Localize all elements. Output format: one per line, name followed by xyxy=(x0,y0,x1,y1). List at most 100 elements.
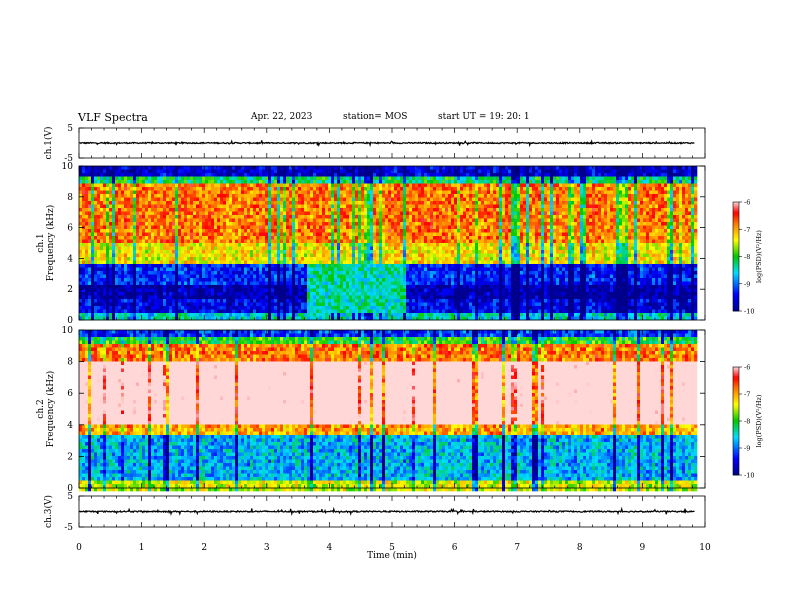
spectrogram-cell xyxy=(100,173,104,177)
spectrogram-cell xyxy=(316,281,320,286)
spectrogram-cell xyxy=(220,313,224,317)
spectrogram-cell xyxy=(247,274,251,279)
spectrogram-cell xyxy=(271,236,275,240)
spectrogram-cell xyxy=(232,267,236,272)
spectrogram-cell xyxy=(235,267,239,272)
spectrogram-cell xyxy=(205,257,209,261)
spectrogram-cell xyxy=(334,166,338,170)
spectrogram-cell xyxy=(181,204,185,209)
spectrogram-cell xyxy=(94,288,98,293)
spectrogram-cell xyxy=(310,197,314,202)
spectrogram-cell xyxy=(298,309,302,314)
spectrogram-cell xyxy=(400,281,404,286)
spectrogram-cell xyxy=(409,211,413,216)
spectrogram-cell xyxy=(391,236,395,240)
spectrogram-cell xyxy=(115,313,119,317)
spectrogram-cell xyxy=(340,218,344,223)
spectrogram-cell xyxy=(163,271,167,275)
spectrogram-cell xyxy=(403,229,407,233)
spectrogram-cell xyxy=(358,225,362,230)
spectrogram-cell xyxy=(328,288,332,293)
spectrogram-cell xyxy=(157,194,161,198)
spectrogram-cell xyxy=(136,222,140,226)
spectrogram-cell xyxy=(403,183,407,188)
spectrogram-cell xyxy=(79,274,83,279)
spectrogram-cell xyxy=(169,187,173,191)
spectrogram-cell xyxy=(217,288,221,293)
spectrogram-cell xyxy=(187,253,191,258)
spectrogram-cell xyxy=(328,278,332,282)
spectrogram-cell xyxy=(319,243,323,247)
spectrogram-cell xyxy=(322,306,326,310)
spectrogram-cell xyxy=(388,264,392,268)
spectrogram-cell xyxy=(316,197,320,202)
spectrogram-cell xyxy=(82,295,86,300)
spectrogram-cell xyxy=(154,208,158,212)
spectrogram-cell xyxy=(247,302,251,307)
spectrogram-cell xyxy=(190,190,194,195)
spectrogram-cell xyxy=(325,278,329,282)
spectrogram-cell xyxy=(253,267,257,272)
spectrogram-cell xyxy=(94,260,98,265)
spectrogram-cell xyxy=(349,169,353,174)
spectrogram-cell xyxy=(142,313,146,317)
spectrogram-cell xyxy=(325,222,329,226)
spectrogram-cell xyxy=(310,211,314,216)
spectrogram-cell xyxy=(82,201,86,205)
spectrogram-cell xyxy=(325,229,329,233)
spectrogram-cell xyxy=(286,236,290,240)
spectrogram-cell xyxy=(115,250,119,254)
spectrogram-cell xyxy=(178,187,182,191)
spectrogram-cell xyxy=(409,292,413,296)
spectrogram-cell xyxy=(247,236,251,240)
spectrogram-cell xyxy=(328,267,332,272)
spectrogram-cell xyxy=(289,236,293,240)
spectrogram-cell xyxy=(79,176,83,181)
spectrogram-cell xyxy=(193,250,197,254)
spectrogram-cell xyxy=(109,187,113,191)
spectrogram-cell xyxy=(196,183,200,188)
spectrogram-cell xyxy=(343,204,347,209)
spectrogram-cell xyxy=(172,218,176,223)
spectrogram-cell xyxy=(409,246,413,251)
spectrogram-cell xyxy=(109,183,113,188)
spectrogram-cell xyxy=(112,183,116,188)
spectrogram-cell xyxy=(166,281,170,286)
spectrogram-cell xyxy=(202,243,206,247)
spectrogram-cell xyxy=(133,267,137,272)
spectrogram-cell xyxy=(112,250,116,254)
spectrogram-cell xyxy=(298,176,302,181)
spectrogram-cell xyxy=(367,222,371,226)
spectrogram-cell xyxy=(160,211,164,216)
spectrogram-cell xyxy=(166,313,170,317)
spectrogram-cell xyxy=(205,299,209,303)
spectrogram-cell xyxy=(373,285,377,289)
spectrogram-cell xyxy=(85,232,89,237)
spectrogram-cell xyxy=(310,169,314,174)
spectrogram-cell xyxy=(277,278,281,282)
spectrogram-cell xyxy=(184,260,188,265)
spectrogram-cell xyxy=(340,204,344,209)
spectrogram-cell xyxy=(247,229,251,233)
spectrogram-cell xyxy=(136,187,140,191)
spectrogram-cell xyxy=(283,292,287,296)
spectrogram-cell xyxy=(85,180,89,184)
spectrogram-cell xyxy=(103,243,107,247)
spectrogram-cell xyxy=(385,176,389,181)
spectrogram-cell xyxy=(241,229,245,233)
spectrogram-cell xyxy=(403,194,407,198)
spectrogram-cell xyxy=(94,232,98,237)
spectrogram-cell xyxy=(343,173,347,177)
spectrogram-cell xyxy=(364,278,368,282)
spectrogram-cell xyxy=(334,215,338,219)
spectrogram-cell xyxy=(139,271,143,275)
spectrogram-cell xyxy=(109,257,113,261)
spectrogram-cell xyxy=(277,204,281,209)
spectrogram-cell xyxy=(187,309,191,314)
spectrogram-cell xyxy=(397,316,401,321)
spectrogram-cell xyxy=(157,281,161,286)
spectrogram-cell xyxy=(355,260,359,265)
spectrogram-cell xyxy=(262,201,266,205)
spectrogram-cell xyxy=(202,222,206,226)
spectrogram-cell xyxy=(241,257,245,261)
